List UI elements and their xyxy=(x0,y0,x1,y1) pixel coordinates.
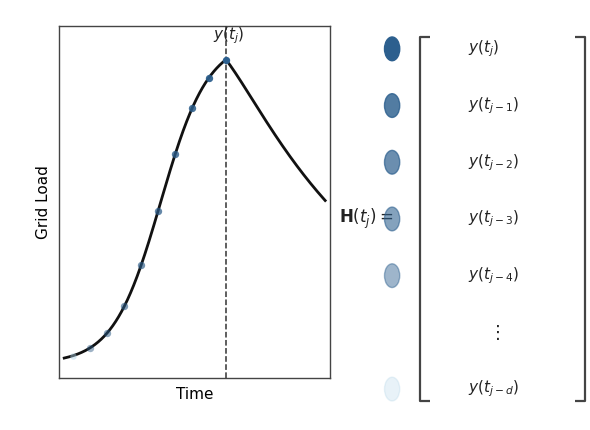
Point xyxy=(153,207,163,214)
Point xyxy=(188,105,197,112)
Point xyxy=(120,303,129,310)
Circle shape xyxy=(385,207,399,231)
X-axis label: Time: Time xyxy=(176,387,214,402)
Text: $y(t_{j-d})$: $y(t_{j-d})$ xyxy=(468,379,519,399)
Circle shape xyxy=(385,264,399,288)
Point xyxy=(103,329,112,336)
Circle shape xyxy=(385,150,399,174)
Text: $y(t_j)$: $y(t_j)$ xyxy=(213,25,244,46)
Point xyxy=(204,74,214,81)
Circle shape xyxy=(385,377,399,401)
Point xyxy=(136,261,146,268)
Text: $\vdots$: $\vdots$ xyxy=(488,323,500,342)
Circle shape xyxy=(385,37,399,61)
Point xyxy=(221,56,231,63)
Text: $y(t_{j-4})$: $y(t_{j-4})$ xyxy=(468,265,519,286)
Point xyxy=(68,352,78,359)
Text: $y(t_{j-3})$: $y(t_{j-3})$ xyxy=(468,209,519,229)
Circle shape xyxy=(385,94,399,117)
Point xyxy=(86,344,95,351)
Text: $\mathbf{H}(t_j) =$: $\mathbf{H}(t_j) =$ xyxy=(339,207,394,231)
Text: $y(t_{j-2})$: $y(t_{j-2})$ xyxy=(468,152,519,172)
Text: $y(t_{j-1})$: $y(t_{j-1})$ xyxy=(468,95,519,116)
Point xyxy=(171,151,180,158)
Y-axis label: Grid Load: Grid Load xyxy=(35,165,51,239)
Text: $y(t_j)$: $y(t_j)$ xyxy=(468,39,500,59)
